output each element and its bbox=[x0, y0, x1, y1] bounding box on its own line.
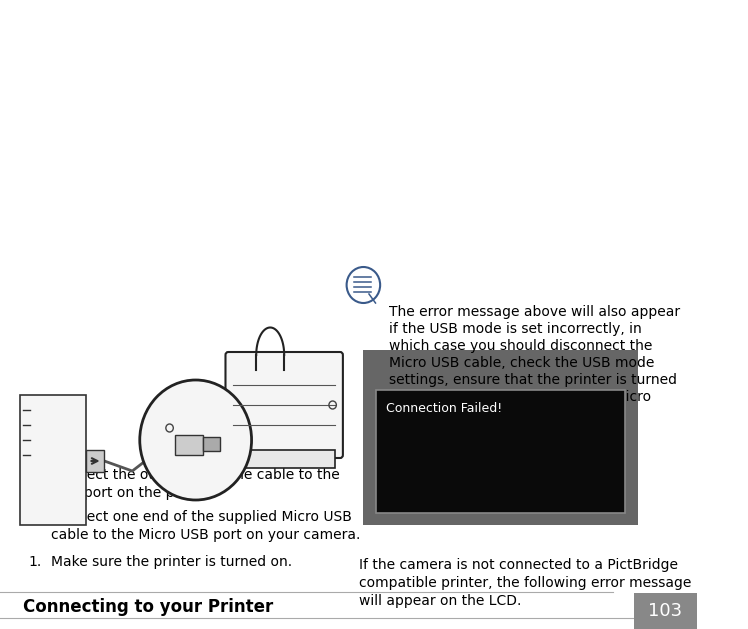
Bar bbox=[203, 437, 220, 451]
Text: If the camera is not connected to a PictBridge: If the camera is not connected to a Pict… bbox=[359, 558, 678, 572]
Text: cable to the Micro USB port on your camera.: cable to the Micro USB port on your came… bbox=[52, 528, 361, 542]
Text: Micro USB cable, check the USB mode: Micro USB cable, check the USB mode bbox=[390, 356, 654, 370]
Bar bbox=[175, 435, 203, 455]
Text: USB port on the printer.: USB port on the printer. bbox=[52, 486, 216, 500]
Bar bbox=[376, 390, 625, 513]
Text: will appear on the LCD.: will appear on the LCD. bbox=[359, 594, 521, 608]
Text: Connect the other end of the cable to the: Connect the other end of the cable to th… bbox=[52, 468, 340, 482]
Circle shape bbox=[140, 380, 251, 500]
Text: The error message above will also appear: The error message above will also appear bbox=[390, 305, 681, 319]
Text: on, and then try connecting the Micro: on, and then try connecting the Micro bbox=[390, 390, 652, 404]
Text: settings, ensure that the printer is turned: settings, ensure that the printer is tur… bbox=[390, 373, 678, 387]
Bar bbox=[86, 450, 105, 472]
Text: 3.: 3. bbox=[28, 468, 41, 482]
Text: 2.: 2. bbox=[28, 510, 41, 524]
Text: Connect one end of the supplied Micro USB: Connect one end of the supplied Micro US… bbox=[52, 510, 352, 524]
Bar bbox=[364, 350, 638, 525]
Text: 103: 103 bbox=[649, 602, 682, 620]
Text: compatible printer, the following error message: compatible printer, the following error … bbox=[359, 576, 691, 590]
Text: which case you should disconnect the: which case you should disconnect the bbox=[390, 339, 653, 353]
Text: Make sure the printer is turned on.: Make sure the printer is turned on. bbox=[52, 555, 292, 569]
Bar bbox=[20, 395, 86, 525]
Text: 1.: 1. bbox=[28, 555, 41, 569]
Text: Connection Failed!: Connection Failed! bbox=[386, 402, 502, 415]
Text: Connecting to your Printer: Connecting to your Printer bbox=[23, 598, 274, 616]
Bar bbox=[634, 593, 697, 629]
Bar bbox=[233, 450, 335, 468]
Text: USB cable again.: USB cable again. bbox=[390, 407, 507, 421]
FancyBboxPatch shape bbox=[225, 352, 343, 458]
Text: if the USB mode is set incorrectly, in: if the USB mode is set incorrectly, in bbox=[390, 322, 643, 336]
